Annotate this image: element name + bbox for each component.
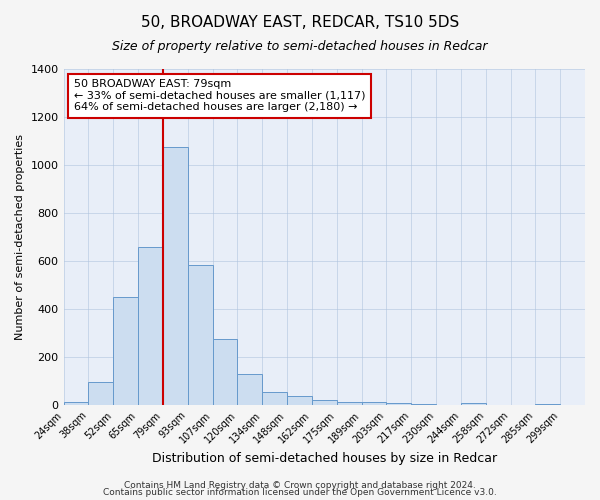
- Bar: [386, 403, 411, 405]
- Text: 50, BROADWAY EAST, REDCAR, TS10 5DS: 50, BROADWAY EAST, REDCAR, TS10 5DS: [141, 15, 459, 30]
- Bar: [411, 404, 436, 405]
- Bar: [188, 264, 212, 405]
- Text: 50 BROADWAY EAST: 79sqm
← 33% of semi-detached houses are smaller (1,117)
64% of: 50 BROADWAY EAST: 79sqm ← 33% of semi-de…: [74, 79, 365, 112]
- Text: Contains public sector information licensed under the Open Government Licence v3: Contains public sector information licen…: [103, 488, 497, 497]
- Text: Size of property relative to semi-detached houses in Redcar: Size of property relative to semi-detach…: [112, 40, 488, 53]
- Bar: [212, 339, 238, 405]
- Bar: [163, 147, 188, 405]
- Bar: [88, 382, 113, 405]
- Bar: [287, 396, 312, 405]
- Bar: [238, 374, 262, 405]
- Bar: [535, 404, 560, 405]
- Bar: [362, 402, 386, 405]
- Bar: [337, 402, 362, 405]
- Bar: [262, 392, 287, 405]
- X-axis label: Distribution of semi-detached houses by size in Redcar: Distribution of semi-detached houses by …: [152, 452, 497, 465]
- Bar: [64, 402, 88, 405]
- Bar: [461, 403, 485, 405]
- Bar: [312, 400, 337, 405]
- Y-axis label: Number of semi-detached properties: Number of semi-detached properties: [15, 134, 25, 340]
- Bar: [113, 297, 138, 405]
- Bar: [138, 246, 163, 405]
- Text: Contains HM Land Registry data © Crown copyright and database right 2024.: Contains HM Land Registry data © Crown c…: [124, 480, 476, 490]
